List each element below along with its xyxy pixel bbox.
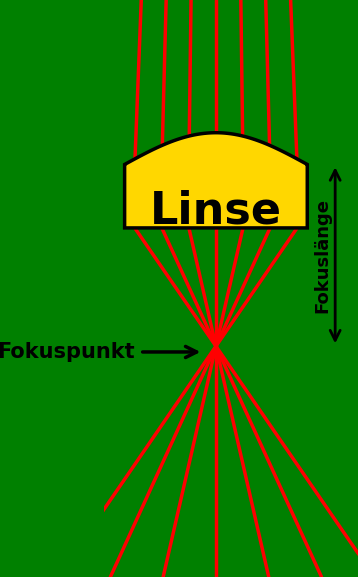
Text: Fokuspunkt: Fokuspunkt	[0, 342, 135, 362]
Text: Linse: Linse	[150, 189, 282, 232]
Polygon shape	[125, 133, 307, 228]
Text: Fokuslänge: Fokuslänge	[313, 198, 332, 313]
